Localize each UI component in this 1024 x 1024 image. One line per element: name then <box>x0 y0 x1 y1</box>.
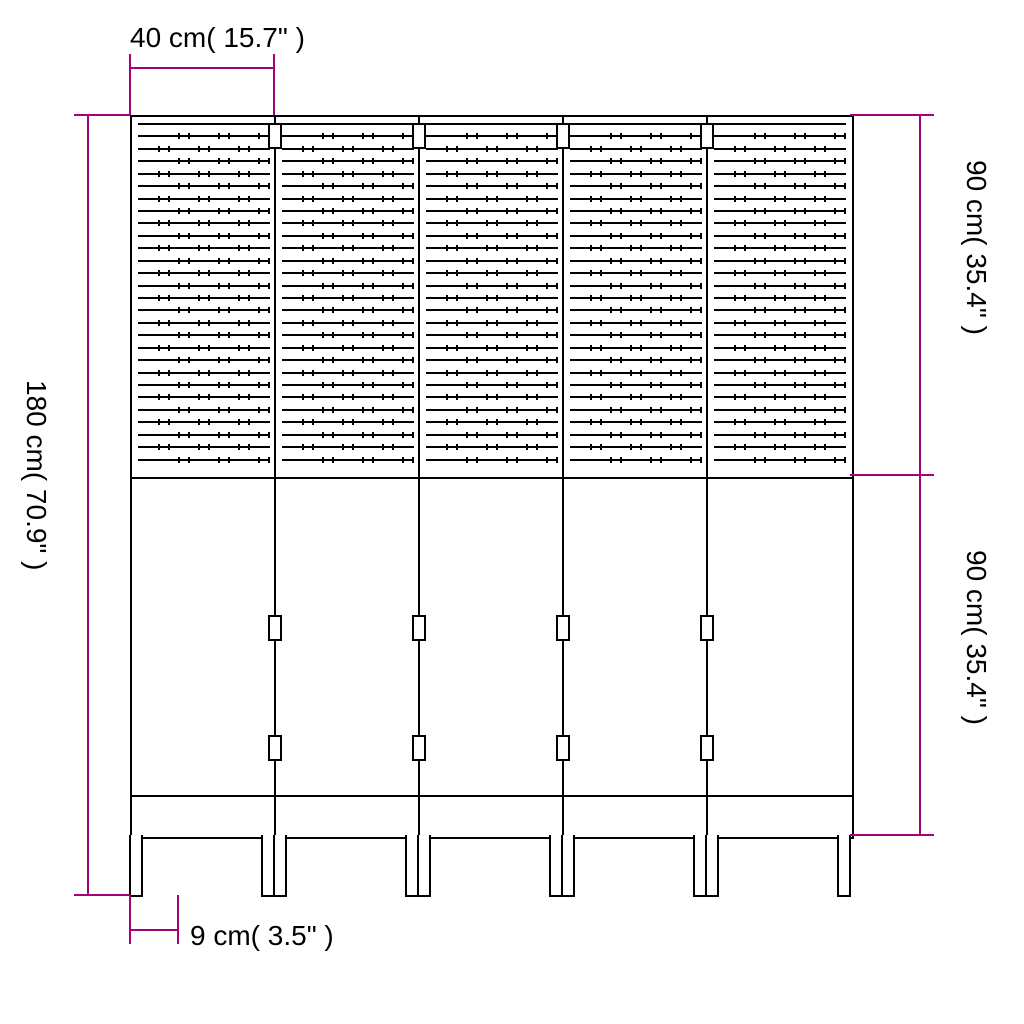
panel <box>418 115 566 839</box>
hinge <box>268 123 282 149</box>
dimension-label: 90 cm( 35.4" ) <box>960 550 992 725</box>
dimension-label: 180 cm( 70.9" ) <box>20 380 52 570</box>
hinge <box>412 615 426 641</box>
hinge <box>556 735 570 761</box>
panel <box>274 115 422 839</box>
dimension-label: 40 cm( 15.7" ) <box>130 22 305 54</box>
leg <box>561 835 575 897</box>
leg <box>705 835 719 897</box>
hinge <box>700 735 714 761</box>
leg <box>417 835 431 897</box>
hinge <box>556 123 570 149</box>
hinge <box>700 123 714 149</box>
leg <box>837 835 851 897</box>
hinge <box>268 735 282 761</box>
hinge <box>412 735 426 761</box>
hinge <box>412 123 426 149</box>
panel <box>562 115 710 839</box>
panel <box>130 115 278 839</box>
diagram-stage: 40 cm( 15.7" ) 180 cm( 70.9" ) 90 cm( 35.4… <box>0 0 1024 1024</box>
hinge <box>700 615 714 641</box>
leg <box>129 835 143 897</box>
dimension-label: 9 cm( 3.5" ) <box>190 920 334 952</box>
hinge <box>556 615 570 641</box>
leg <box>273 835 287 897</box>
panel <box>706 115 854 839</box>
hinge <box>268 615 282 641</box>
dimension-label: 90 cm( 35.4" ) <box>960 160 992 335</box>
